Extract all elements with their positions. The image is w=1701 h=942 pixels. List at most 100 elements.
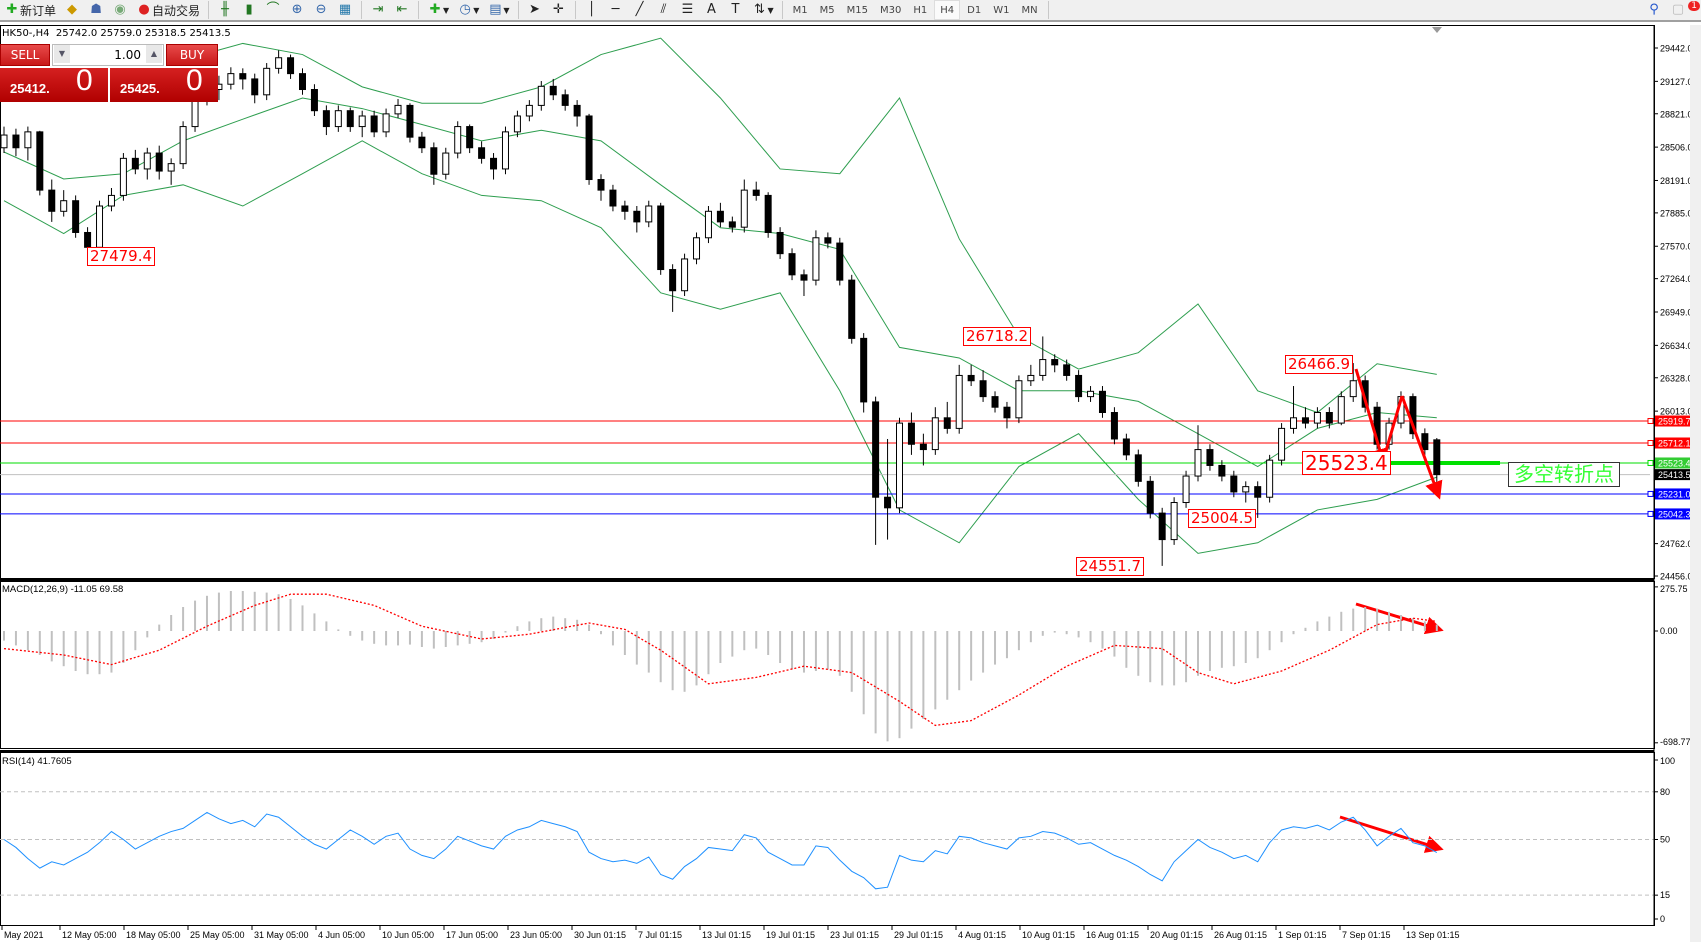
bearish-candle (1098, 390, 1106, 414)
vertical-line-button[interactable]: │ (581, 0, 603, 20)
bearish-candle (836, 242, 844, 281)
zoom-out-button[interactable]: ⊖ (310, 0, 332, 20)
bullish-candle (1027, 374, 1035, 382)
divider (1047, 1, 1049, 19)
text-label-icon: T (731, 2, 740, 17)
channel-button[interactable]: ⫽ (653, 0, 675, 20)
timeframe-m30[interactable]: M30 (880, 4, 902, 16)
bearish-candle (549, 85, 557, 96)
macd-signal-line (3, 593, 1437, 727)
bearish-candle (979, 380, 987, 398)
bearish-candle (788, 253, 796, 276)
bar-chart-button[interactable]: ╫ (214, 0, 236, 20)
bearish-candle (310, 89, 318, 112)
volume-down-button[interactable]: ▼ (54, 45, 70, 63)
template-icon: ▤ (489, 2, 502, 17)
navigator-button[interactable]: ☗ (85, 0, 107, 20)
divider (574, 1, 576, 19)
price-tick-label: 26328.0 (1660, 373, 1693, 383)
bearish-candle (406, 104, 414, 138)
autoscroll-button[interactable]: ⇥ (367, 0, 389, 20)
gold-icon: ◆ (67, 2, 78, 17)
arrows-dropdown[interactable]: ⇅ ▼ (749, 0, 777, 20)
zoom-out-icon: ⊖ (315, 2, 327, 17)
chart-shift-button[interactable]: ⇤ (391, 0, 413, 20)
rsi-tick-label: 100 (1660, 756, 1675, 766)
market-watch-button[interactable]: ◆ (61, 0, 83, 20)
auto-trading-button[interactable]: ● 自动交易 (133, 0, 203, 20)
high-label-26718: 26718.2 (963, 327, 1032, 346)
bullish-candle (263, 67, 271, 96)
buy-button[interactable]: BUY (166, 44, 218, 66)
chevron-down-icon: ▼ (767, 5, 774, 15)
bullish-candle (442, 152, 450, 175)
volume-input[interactable]: 1.00 (52, 44, 164, 66)
bollinger-upper-band (3, 37, 1437, 414)
timeframe-m15[interactable]: M15 (846, 4, 869, 16)
bar-chart-icon: ╫ (221, 2, 229, 17)
new-order-button[interactable]: ✚ 新订单 (1, 0, 59, 20)
volume-up-button[interactable]: ▲ (146, 45, 162, 63)
bearish-candle (800, 274, 808, 281)
vertical-scrollbar[interactable] (1690, 25, 1701, 942)
tile-windows-button[interactable]: ▦ (334, 0, 356, 20)
timeframe-h4[interactable]: H4 (934, 0, 961, 20)
bearish-candle (1230, 475, 1238, 493)
sell-price-button[interactable]: 25412. 0 (0, 68, 108, 102)
cursor-button[interactable]: ➤ (524, 0, 546, 20)
bearish-candle (716, 210, 724, 223)
bearish-candle (633, 210, 641, 223)
time-tick-label: 30 Jun 01:15 (574, 930, 626, 940)
buy-price-button[interactable]: 25425. 0 (110, 68, 218, 102)
templates-dropdown[interactable]: ▤ ▼ (484, 0, 512, 20)
horizontal-line-button[interactable]: ─ (605, 0, 627, 20)
timeframe-m5[interactable]: M5 (819, 4, 835, 16)
trendline-button[interactable]: ╱ (629, 0, 651, 20)
time-tick-label: 29 Jul 01:15 (894, 930, 943, 940)
bearish-candle (1003, 406, 1011, 419)
indicators-dropdown[interactable]: ✚ ▼ (424, 0, 452, 20)
candle-chart-button[interactable]: ▮ (238, 0, 260, 20)
timeframe-mn[interactable]: MN (1021, 4, 1038, 16)
bullish-candle (179, 126, 187, 165)
sell-price-big-digit: 0 (76, 68, 93, 97)
bearish-candle (1158, 512, 1166, 541)
bullish-candle (96, 205, 104, 248)
bearish-candle (657, 205, 665, 271)
level-badge-label: 25413.5 (1658, 470, 1691, 480)
text-button[interactable]: A (701, 0, 723, 20)
signals-button[interactable]: ◉ (109, 0, 131, 20)
price-tick-label: 29442.0 (1660, 44, 1693, 54)
chat-icon: ▢ (1671, 2, 1685, 17)
bullish-candle (60, 200, 68, 212)
timeframe-d1[interactable]: D1 (967, 4, 982, 16)
zoom-in-button[interactable]: ⊕ (286, 0, 308, 20)
fibonacci-button[interactable]: ☰ (677, 0, 699, 20)
line-chart-button[interactable]: ⌒ (262, 0, 284, 20)
bullish-candle (119, 157, 127, 196)
time-tick-label: 20 Aug 01:15 (1150, 930, 1203, 940)
sell-button[interactable]: SELL (0, 44, 50, 66)
pivot-point-text: 多空转折点 (1508, 462, 1620, 487)
notifications-button[interactable]: ▢ 1 (1667, 0, 1700, 20)
text-label-button[interactable]: T (725, 0, 747, 20)
periods-dropdown[interactable]: ◷ ▼ (454, 0, 482, 20)
bearish-candle (1075, 374, 1083, 398)
bearish-candle (346, 110, 354, 128)
timeframe-w1[interactable]: W1 (993, 4, 1010, 16)
bearish-candle (466, 126, 474, 149)
crosshair-button[interactable]: ✛ (548, 0, 570, 20)
timeframe-m1[interactable]: M1 (792, 4, 808, 16)
bearish-candle (48, 189, 56, 212)
price-tick-label: 28506.0 (1660, 143, 1693, 153)
level-badge-resistance (1655, 415, 1701, 427)
search-button[interactable]: ⚲ (1643, 0, 1665, 20)
price-tick-label: 24762.0 (1660, 539, 1693, 549)
bullish-candle (1266, 459, 1274, 498)
bearish-candle (1433, 439, 1441, 476)
timeframe-h1[interactable]: H1 (913, 4, 928, 16)
bullish-candle (334, 110, 342, 128)
text-icon: A (707, 2, 716, 17)
bullish-candle (955, 374, 963, 429)
